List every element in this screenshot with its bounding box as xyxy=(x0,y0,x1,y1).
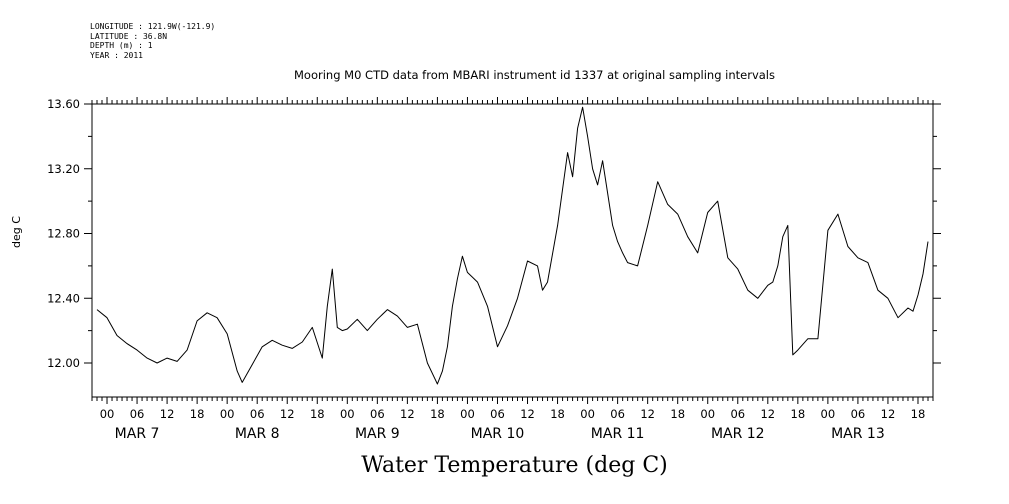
y-tick-label: 12.40 xyxy=(47,291,80,305)
x-hour-label: 12 xyxy=(640,407,655,421)
x-hour-label: 00 xyxy=(821,407,836,421)
metadata-block: LONGITUDE : 121.9W(-121.9) LATITUDE : 36… xyxy=(90,22,215,60)
x-hour-label: 12 xyxy=(881,407,896,421)
y-tick-label: 13.60 xyxy=(47,97,80,111)
x-hour-label: 06 xyxy=(130,407,145,421)
x-hour-label: 18 xyxy=(670,407,685,421)
x-hour-label: 00 xyxy=(340,407,355,421)
latitude-text: LATITUDE : 36.8N xyxy=(90,31,168,41)
x-hour-label: 18 xyxy=(430,407,445,421)
x-hour-label: 18 xyxy=(911,407,926,421)
x-hour-label: 00 xyxy=(700,407,715,421)
x-hour-label: 06 xyxy=(610,407,625,421)
plot-frame xyxy=(91,103,934,398)
x-hour-label: 12 xyxy=(520,407,535,421)
longitude-text: LONGITUDE : 121.9W(-121.9) xyxy=(90,22,216,31)
x-hour-label: 06 xyxy=(851,407,866,421)
x-hour-label: 00 xyxy=(220,407,235,421)
x-hour-label: 12 xyxy=(400,407,415,421)
x-hour-label: 06 xyxy=(250,407,265,421)
x-hour-label: 06 xyxy=(490,407,505,421)
x-hour-label: 00 xyxy=(100,407,115,421)
x-hour-label: 12 xyxy=(160,407,175,421)
x-day-label: MAR 8 xyxy=(235,426,280,442)
x-day-label: MAR 12 xyxy=(711,426,765,442)
x-hour-label: 00 xyxy=(460,407,475,421)
x-hour-label: 12 xyxy=(280,407,295,421)
depth-text: DEPTH (m) : 1 xyxy=(90,41,153,50)
x-axis-label: Water Temperature (deg C) xyxy=(361,453,668,478)
x-hour-label: 06 xyxy=(370,407,385,421)
chart-title: Mooring M0 CTD data from MBARI instrumen… xyxy=(294,68,775,82)
x-day-label: MAR 7 xyxy=(115,426,160,442)
x-hour-label: 06 xyxy=(730,407,745,421)
y-tick-label: 13.20 xyxy=(47,162,80,176)
x-day-label: MAR 13 xyxy=(831,426,885,442)
x-day-label: MAR 10 xyxy=(471,426,525,442)
x-day-label: MAR 9 xyxy=(355,426,400,442)
temperature-series-line xyxy=(96,106,929,385)
x-hour-label: 18 xyxy=(791,407,806,421)
y-tick-label: 12.00 xyxy=(47,356,80,370)
x-hour-label: 00 xyxy=(580,407,595,421)
x-hour-label: 12 xyxy=(760,407,775,421)
y-tick-label: 12.80 xyxy=(47,227,80,241)
x-day-label: MAR 11 xyxy=(591,426,645,442)
x-hour-label: 18 xyxy=(190,407,205,421)
x-hour-label: 18 xyxy=(310,407,325,421)
year-text: YEAR : 2011 xyxy=(90,50,143,60)
x-hour-label: 18 xyxy=(550,407,565,421)
